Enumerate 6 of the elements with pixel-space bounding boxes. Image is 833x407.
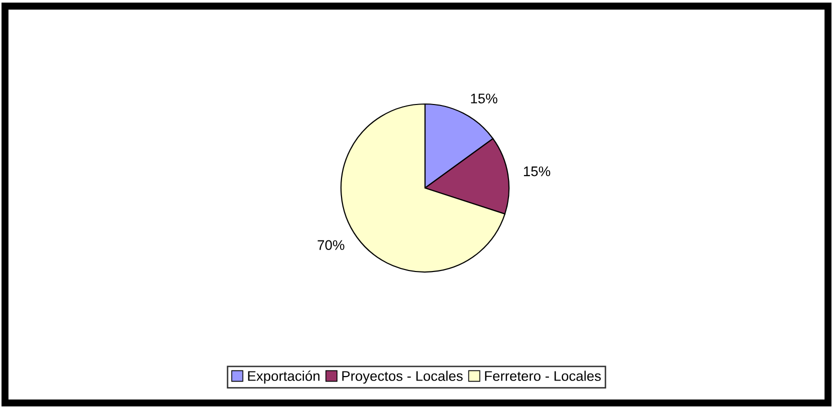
- legend-label: Proyectos - Locales: [342, 370, 463, 384]
- data-label: 70%: [318, 240, 344, 250]
- legend-label: Exportación: [248, 370, 320, 384]
- data-label: 15%: [524, 166, 550, 176]
- data-label: 15%: [471, 94, 498, 104]
- legend-label: Ferretero - Locales: [485, 370, 601, 381]
